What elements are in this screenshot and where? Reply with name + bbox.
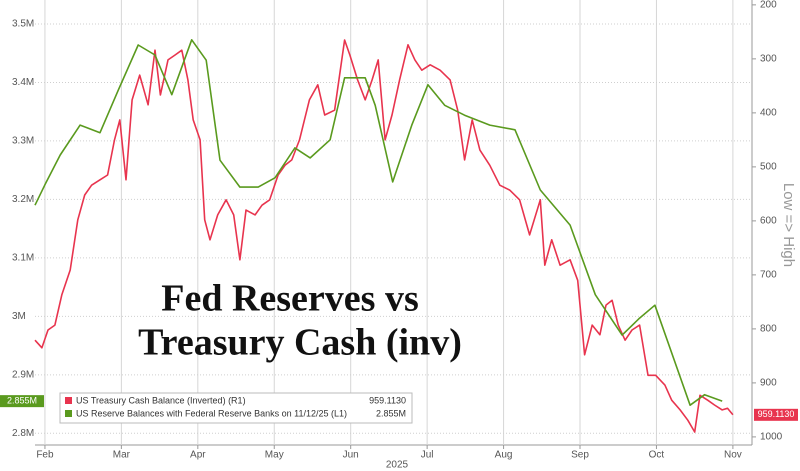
y2-tick-label: 500 bbox=[760, 162, 777, 173]
x-tick-label: Jun bbox=[343, 450, 359, 461]
legend-box bbox=[59, 392, 413, 424]
y2-tick-label: 200 bbox=[760, 0, 777, 11]
last-value-tag bbox=[754, 408, 798, 421]
y-tick-label: 2.8M bbox=[12, 428, 34, 439]
y2-tick-label: 400 bbox=[760, 108, 777, 119]
legend-label: US Reserve Balances with Federal Reserve… bbox=[76, 408, 347, 418]
x-tick-label: Sep bbox=[571, 450, 589, 461]
series-line bbox=[34, 39, 734, 433]
y2-tick-label: 900 bbox=[760, 378, 777, 389]
chart-title: Treasury Cash (inv) bbox=[138, 322, 462, 364]
lines: 959.1130 2.855M bbox=[0, 39, 798, 433]
legend-swatch bbox=[65, 410, 72, 417]
y2-tick-label: 300 bbox=[760, 54, 777, 65]
x-tick-label: Aug bbox=[495, 450, 513, 461]
y-tick-label: 3.4M bbox=[12, 77, 34, 88]
y-tick-label: 3.5M bbox=[12, 19, 34, 30]
x-tick-label: May bbox=[265, 450, 284, 461]
x-tick-label: Apr bbox=[190, 450, 206, 461]
y-tick-label: 3.2M bbox=[12, 194, 34, 205]
x-tick-label: Jul bbox=[421, 450, 434, 461]
x-tick-label: Nov bbox=[724, 450, 742, 461]
y-tick-label: 3.1M bbox=[12, 253, 34, 264]
legend: US Treasury Cash Balance (Inverted) (R1)… bbox=[59, 392, 413, 424]
x-tick-label: Oct bbox=[649, 450, 665, 461]
series-line bbox=[34, 39, 723, 406]
y2-tick-label: 600 bbox=[760, 216, 777, 227]
x-tick-label: Feb bbox=[36, 450, 54, 461]
y2-tick-label: 700 bbox=[760, 270, 777, 281]
y2-tick-label: 1000 bbox=[760, 432, 783, 443]
y2-axis-label: Low => High bbox=[780, 183, 797, 267]
x-sublabel: 2025 bbox=[386, 460, 409, 471]
legend-swatch bbox=[65, 397, 72, 404]
chart-title: Fed Reserves vs bbox=[161, 278, 418, 320]
last-value-label: 2.855M bbox=[7, 396, 37, 406]
legend-label: US Treasury Cash Balance (Inverted) (R1) bbox=[76, 395, 246, 405]
grid: Feb Mar Apr May Jun Jul Aug Sep Oct Nov 2.8M 2.9M 3M… bbox=[12, 0, 783, 461]
legend-value: 959.1130 bbox=[369, 395, 406, 405]
x-tick-label: Mar bbox=[113, 450, 131, 461]
y-tick-label: 3M bbox=[12, 311, 26, 322]
y2-tick-label: 800 bbox=[760, 324, 777, 335]
last-value-tag bbox=[0, 395, 44, 408]
last-value-label: 959.1130 bbox=[758, 409, 795, 419]
legend-value: 2.855M bbox=[376, 408, 406, 418]
y-tick-label: 3.3M bbox=[12, 136, 34, 147]
y-tick-label: 2.9M bbox=[12, 369, 34, 380]
